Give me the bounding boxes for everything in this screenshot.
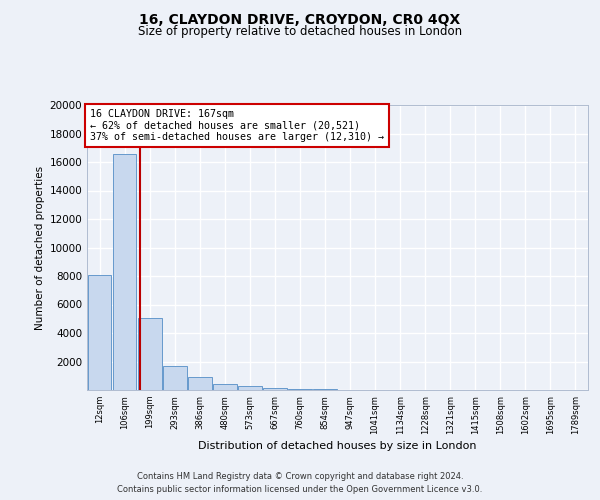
Bar [113, 154, 136, 390]
X-axis label: Distribution of detached houses by size in London: Distribution of detached houses by size … [198, 441, 477, 451]
Bar [88, 276, 112, 390]
Text: Contains HM Land Registry data © Crown copyright and database right 2024.: Contains HM Land Registry data © Crown c… [137, 472, 463, 481]
Bar [238, 386, 262, 390]
Bar [213, 384, 236, 390]
Text: 16 CLAYDON DRIVE: 167sqm
← 62% of detached houses are smaller (20,521)
37% of se: 16 CLAYDON DRIVE: 167sqm ← 62% of detach… [89, 110, 383, 142]
Text: Contains public sector information licensed under the Open Government Licence v3: Contains public sector information licen… [118, 484, 482, 494]
Text: 16, CLAYDON DRIVE, CROYDON, CR0 4QX: 16, CLAYDON DRIVE, CROYDON, CR0 4QX [139, 12, 461, 26]
Bar [188, 377, 212, 390]
Text: Size of property relative to detached houses in London: Size of property relative to detached ho… [138, 25, 462, 38]
Bar [163, 366, 187, 390]
Bar [263, 388, 287, 390]
Bar [288, 389, 312, 390]
Bar [138, 318, 161, 390]
Y-axis label: Number of detached properties: Number of detached properties [35, 166, 45, 330]
